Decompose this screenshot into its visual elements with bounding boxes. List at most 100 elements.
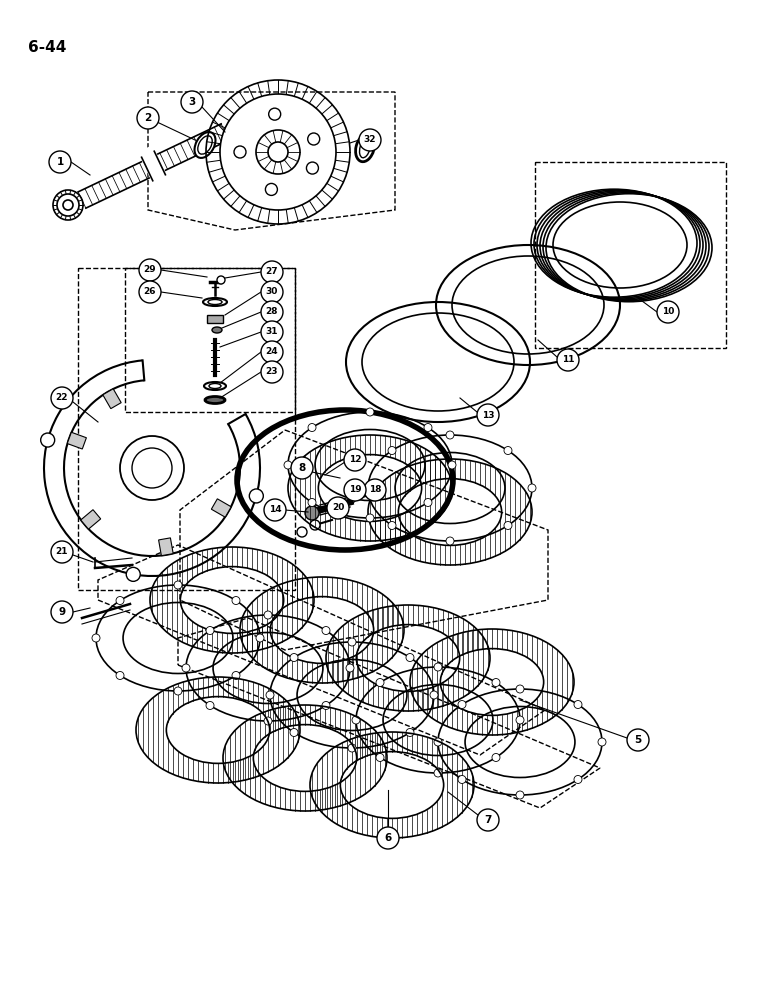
- Text: 2: 2: [144, 113, 151, 123]
- Text: 6: 6: [384, 833, 391, 843]
- Text: 1: 1: [56, 157, 63, 167]
- Circle shape: [57, 194, 79, 216]
- Text: 18: 18: [369, 486, 381, 494]
- Ellipse shape: [208, 300, 222, 304]
- Circle shape: [306, 162, 318, 174]
- Circle shape: [574, 775, 582, 783]
- Circle shape: [364, 484, 372, 492]
- Text: 29: 29: [144, 265, 156, 274]
- Circle shape: [268, 142, 288, 162]
- Text: 10: 10: [662, 308, 674, 316]
- Circle shape: [308, 498, 316, 506]
- Text: 27: 27: [266, 267, 279, 276]
- Circle shape: [348, 744, 356, 752]
- Circle shape: [528, 484, 536, 492]
- Bar: [67, 432, 86, 449]
- Text: 13: 13: [482, 410, 494, 420]
- Circle shape: [182, 664, 190, 672]
- Circle shape: [344, 449, 366, 471]
- Circle shape: [446, 431, 454, 439]
- Circle shape: [458, 701, 466, 709]
- Circle shape: [516, 716, 524, 724]
- Text: 20: 20: [332, 504, 344, 512]
- Circle shape: [297, 527, 307, 537]
- Circle shape: [217, 276, 225, 284]
- Circle shape: [434, 663, 442, 671]
- Circle shape: [377, 827, 399, 849]
- Circle shape: [174, 581, 182, 589]
- Circle shape: [174, 687, 182, 695]
- Ellipse shape: [360, 138, 371, 158]
- Circle shape: [504, 447, 512, 455]
- Circle shape: [116, 671, 124, 679]
- Circle shape: [430, 691, 438, 699]
- Bar: [81, 510, 100, 529]
- Bar: [207, 315, 223, 323]
- Circle shape: [261, 361, 283, 383]
- Circle shape: [127, 567, 141, 581]
- Text: 21: 21: [56, 548, 68, 556]
- Circle shape: [366, 408, 374, 416]
- Circle shape: [139, 259, 161, 281]
- Circle shape: [137, 107, 159, 129]
- Circle shape: [424, 424, 432, 432]
- Circle shape: [206, 627, 214, 635]
- Circle shape: [406, 728, 414, 736]
- Text: 28: 28: [266, 308, 278, 316]
- Circle shape: [181, 91, 203, 113]
- Circle shape: [264, 499, 286, 521]
- Circle shape: [406, 654, 414, 662]
- Circle shape: [598, 738, 606, 746]
- Circle shape: [51, 601, 73, 623]
- Circle shape: [63, 200, 73, 210]
- Ellipse shape: [203, 298, 227, 306]
- Circle shape: [348, 638, 356, 646]
- Text: 14: 14: [269, 506, 281, 514]
- Circle shape: [376, 679, 384, 687]
- Text: 5: 5: [635, 735, 642, 745]
- Circle shape: [308, 133, 320, 145]
- Circle shape: [92, 634, 100, 642]
- Circle shape: [434, 769, 442, 777]
- Text: 7: 7: [484, 815, 492, 825]
- Text: 30: 30: [266, 288, 278, 296]
- Circle shape: [352, 716, 360, 724]
- Circle shape: [376, 753, 384, 761]
- Circle shape: [232, 671, 240, 679]
- Text: 12: 12: [349, 456, 361, 464]
- Text: 6-44: 6-44: [28, 40, 66, 55]
- Circle shape: [284, 461, 292, 469]
- Text: 8: 8: [298, 463, 306, 473]
- Bar: [158, 538, 173, 556]
- Ellipse shape: [209, 383, 221, 388]
- Circle shape: [492, 753, 500, 761]
- Circle shape: [364, 479, 386, 501]
- Circle shape: [359, 129, 381, 151]
- Ellipse shape: [198, 136, 212, 154]
- Circle shape: [516, 685, 524, 693]
- Circle shape: [290, 654, 298, 662]
- Circle shape: [424, 498, 432, 506]
- Circle shape: [574, 701, 582, 709]
- Circle shape: [261, 261, 283, 283]
- Circle shape: [234, 146, 246, 158]
- Circle shape: [120, 436, 184, 500]
- Ellipse shape: [212, 327, 222, 333]
- Text: 23: 23: [266, 367, 278, 376]
- Text: 3: 3: [188, 97, 195, 107]
- Circle shape: [305, 506, 319, 520]
- Circle shape: [627, 729, 649, 751]
- Text: 9: 9: [59, 607, 66, 617]
- Circle shape: [51, 387, 73, 409]
- Circle shape: [344, 479, 366, 501]
- Ellipse shape: [356, 134, 374, 162]
- Circle shape: [322, 701, 330, 709]
- Circle shape: [291, 457, 313, 479]
- Circle shape: [290, 728, 298, 736]
- Circle shape: [388, 447, 396, 455]
- Text: 11: 11: [562, 356, 574, 364]
- Circle shape: [308, 424, 316, 432]
- Circle shape: [434, 738, 442, 746]
- Circle shape: [310, 520, 320, 530]
- Text: 31: 31: [266, 328, 278, 336]
